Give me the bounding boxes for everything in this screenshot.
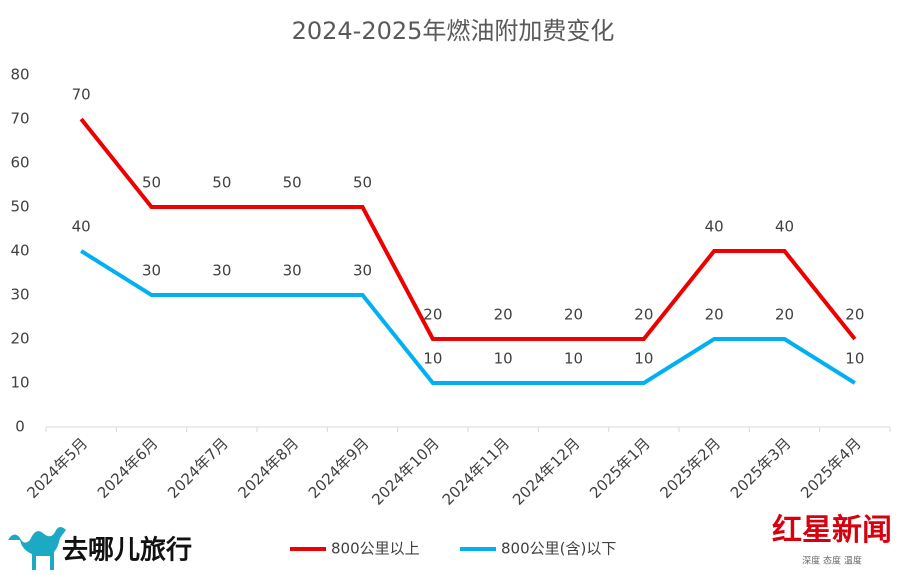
- y-tick-label: 50: [10, 198, 29, 216]
- data-label: 10: [494, 350, 513, 368]
- data-label: 40: [775, 218, 794, 236]
- series-line: [80, 249, 856, 385]
- data-label: 50: [283, 174, 302, 192]
- data-label: 30: [142, 262, 161, 280]
- y-tick-label: 0: [15, 418, 25, 436]
- data-label: 50: [142, 174, 161, 192]
- data-label: 40: [72, 218, 91, 236]
- y-tick-label: 20: [10, 330, 29, 348]
- data-label: 20: [423, 306, 442, 324]
- y-tick-label: 30: [10, 286, 29, 304]
- data-label: 20: [775, 306, 794, 324]
- logo-qunar: [8, 527, 66, 570]
- logo-text: 去哪儿旅行: [62, 535, 192, 566]
- data-label: 20: [494, 306, 513, 324]
- series-line: [79, 117, 857, 341]
- chart-title: 2024-2025年燃油附加费变化: [292, 17, 615, 45]
- data-label: 10: [423, 350, 442, 368]
- y-tick-label: 10: [10, 374, 29, 392]
- logo-text: 红星新闻: [772, 513, 892, 548]
- data-label: 30: [283, 262, 302, 280]
- data-label: 40: [705, 218, 724, 236]
- logo-subtext: 深度 态度 温度: [802, 555, 862, 567]
- data-label: 20: [634, 306, 653, 324]
- camel-icon: [8, 527, 66, 570]
- data-label: 30: [353, 262, 372, 280]
- data-label: 10: [845, 350, 864, 368]
- y-tick-label: 60: [10, 154, 29, 172]
- y-tick-label: 40: [10, 242, 29, 260]
- data-label: 70: [72, 86, 91, 104]
- data-label: 20: [564, 306, 583, 324]
- legend-label: 800公里(含)以下: [501, 540, 616, 558]
- legend-label: 800公里以上: [331, 540, 420, 558]
- data-label: 50: [353, 174, 372, 192]
- data-label: 10: [634, 350, 653, 368]
- data-label: 30: [212, 262, 231, 280]
- y-tick-label: 70: [10, 110, 29, 128]
- data-label: 10: [564, 350, 583, 368]
- y-tick-label: 80: [10, 66, 29, 84]
- data-label: 20: [705, 306, 724, 324]
- data-label: 20: [845, 306, 864, 324]
- data-label: 50: [212, 174, 231, 192]
